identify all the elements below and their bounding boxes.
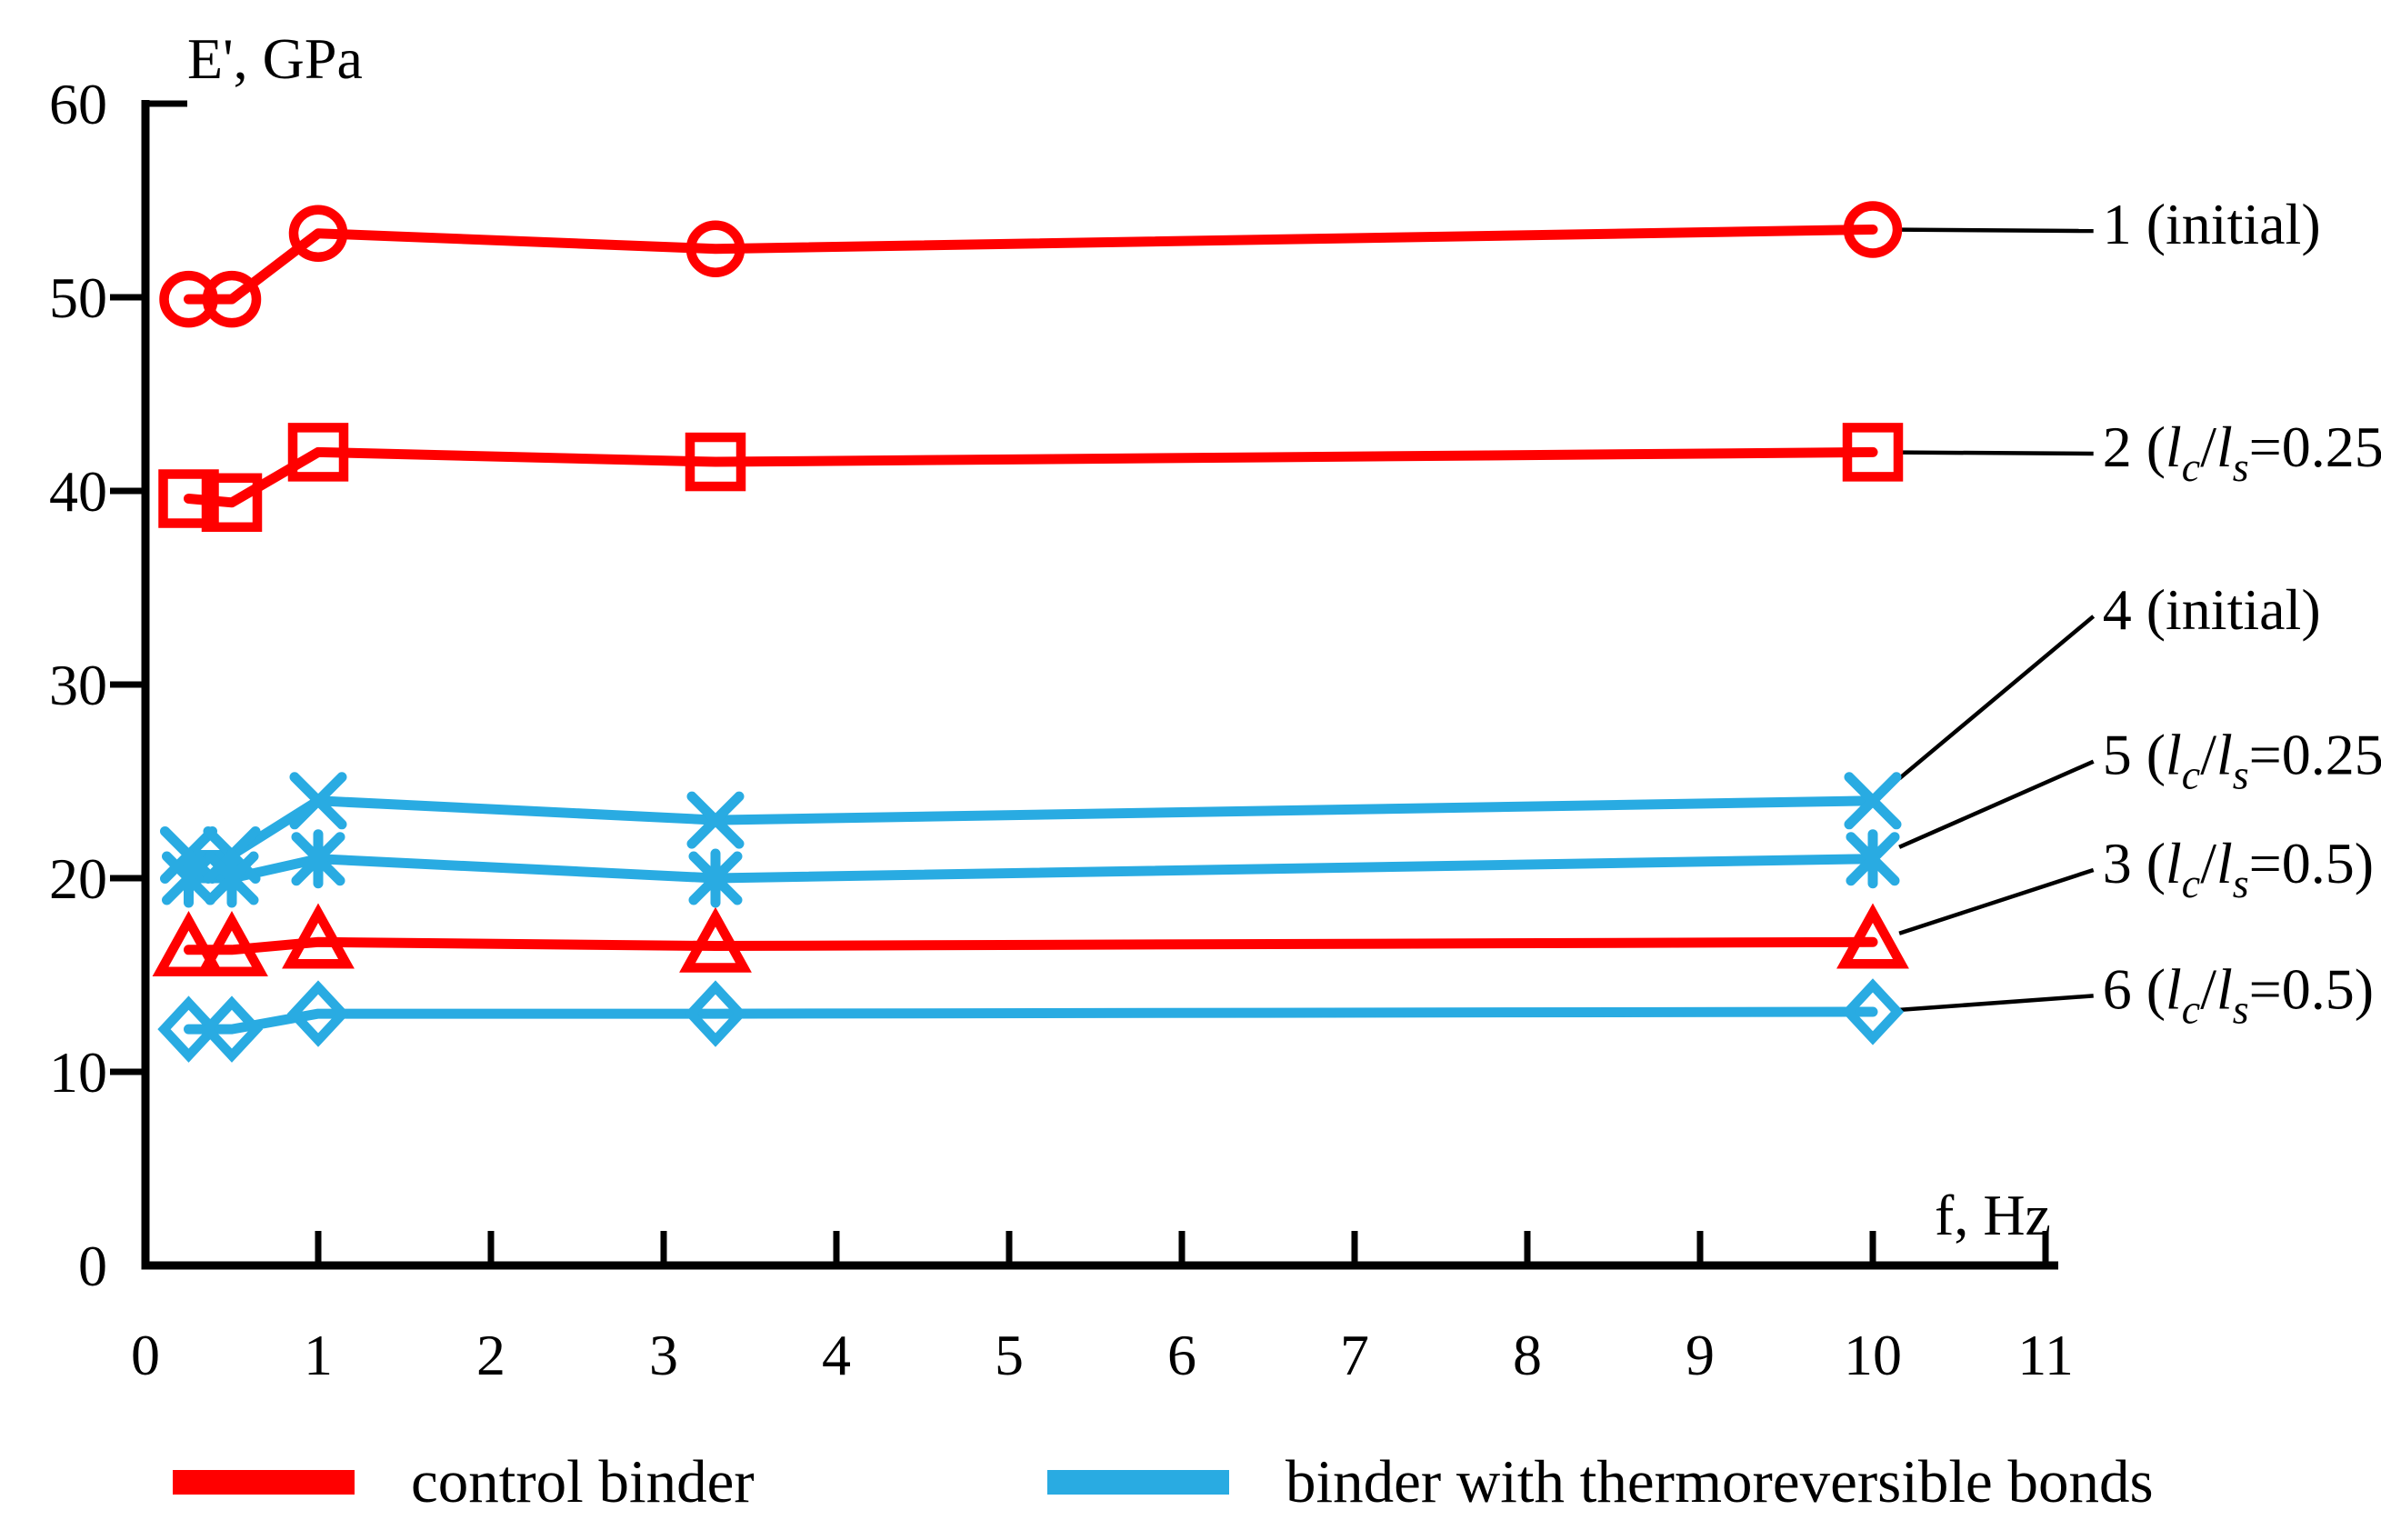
marker-diamond-6-4	[1841, 978, 1905, 1045]
y-axis-title: E', GPa	[187, 26, 363, 91]
x-tick-label: 10	[1844, 1323, 1902, 1387]
y-tick-label: 10	[49, 1040, 107, 1105]
leader-line-4	[1897, 615, 2096, 781]
marker-triangle-3-0	[152, 910, 225, 977]
y-tick-label: 40	[49, 459, 107, 524]
marker-square-2-2	[287, 423, 349, 482]
marker-circle-1-2	[288, 205, 348, 262]
x-tick-label: 7	[1340, 1323, 1369, 1387]
legend-label-thermoreversible-binder: binder with thermoreversible bonds	[1286, 1447, 2154, 1515]
leader-line-6	[1898, 994, 2094, 1013]
marker-triangle-3-1	[195, 910, 268, 977]
marker-x-4-3	[686, 791, 745, 849]
y-tick-label: 30	[49, 653, 107, 717]
series-label-1: 1 (initial)	[2103, 192, 2321, 256]
series-label-4: 4 (initial)	[2103, 577, 2321, 642]
legend-swatch-control-binder	[173, 1469, 355, 1495]
marker-x-4-2	[289, 772, 347, 830]
marker-triangle-3-3	[679, 906, 752, 973]
marker-circle-1-4	[1843, 201, 1903, 258]
x-tick-label: 8	[1513, 1323, 1542, 1387]
series-line-6	[184, 1006, 1878, 1035]
marker-asterisk-5-2	[291, 829, 345, 889]
series-label-5: 5 (lc/ls=0.25)	[2103, 723, 2381, 798]
series-label-2: 2 (lc/ls=0.25)	[2103, 415, 2381, 490]
legend: control binder binder with thermoreversi…	[0, 1444, 2381, 1520]
x-tick-label: 4	[822, 1323, 851, 1387]
y-tick-label: 0	[78, 1234, 107, 1298]
series-line-4	[184, 795, 1878, 860]
series-label-3: 3 (lc/ls=0.5)	[2103, 831, 2374, 906]
legend-item-thermoreversible-binder: binder with thermoreversible bonds	[1047, 1444, 2154, 1520]
series-line-3	[184, 936, 1878, 955]
marker-square-2-0	[158, 469, 219, 528]
marker-diamond-6-1	[200, 995, 264, 1063]
marker-asterisk-5-3	[688, 848, 743, 908]
series-line-2	[184, 446, 1878, 508]
marker-diamond-6-0	[157, 995, 220, 1063]
leader-line-2	[1899, 450, 2094, 456]
legend-item-control-binder: control binder	[173, 1444, 755, 1520]
marker-asterisk-5-4	[1846, 829, 1900, 889]
x-tick-label: 2	[476, 1323, 505, 1387]
leader-line-1	[1899, 227, 2094, 234]
marker-asterisk-5-0	[162, 848, 215, 908]
marker-circle-1-0	[159, 270, 218, 328]
leader-line-3	[1898, 867, 2095, 935]
x-tick-label: 0	[131, 1323, 160, 1387]
marker-circle-1-1	[202, 270, 262, 328]
marker-square-2-1	[201, 473, 263, 533]
y-tick-label: 60	[49, 72, 107, 136]
marker-square-2-3	[685, 432, 746, 492]
marker-diamond-6-2	[286, 980, 350, 1047]
marker-circle-1-3	[685, 220, 745, 277]
series-line-1	[184, 224, 1878, 305]
y-tick-label: 20	[49, 846, 107, 911]
marker-square-2-4	[1842, 423, 1904, 482]
marker-triangle-3-2	[282, 903, 355, 969]
legend-swatch-thermoreversible-binder	[1047, 1469, 1229, 1495]
series-label-6: 6 (lc/ls=0.5)	[2103, 956, 2374, 1032]
x-axis-title: f, Hz	[1935, 1183, 2051, 1247]
legend-label-control-binder: control binder	[411, 1447, 755, 1515]
marker-triangle-3-4	[1836, 903, 1909, 969]
y-tick-label: 50	[49, 265, 107, 330]
x-tick-label: 3	[649, 1323, 678, 1387]
x-tick-label: 9	[1686, 1323, 1715, 1387]
marker-x-4-4	[1844, 772, 1902, 830]
x-tick-label: 5	[995, 1323, 1024, 1387]
marker-diamond-6-3	[684, 980, 747, 1047]
series-line-5	[184, 854, 1878, 884]
x-tick-label: 1	[304, 1323, 333, 1387]
leader-line-5	[1898, 759, 2095, 849]
x-tick-label: 11	[2017, 1323, 2074, 1387]
marker-asterisk-5-1	[205, 848, 259, 908]
x-tick-label: 6	[1167, 1323, 1196, 1387]
